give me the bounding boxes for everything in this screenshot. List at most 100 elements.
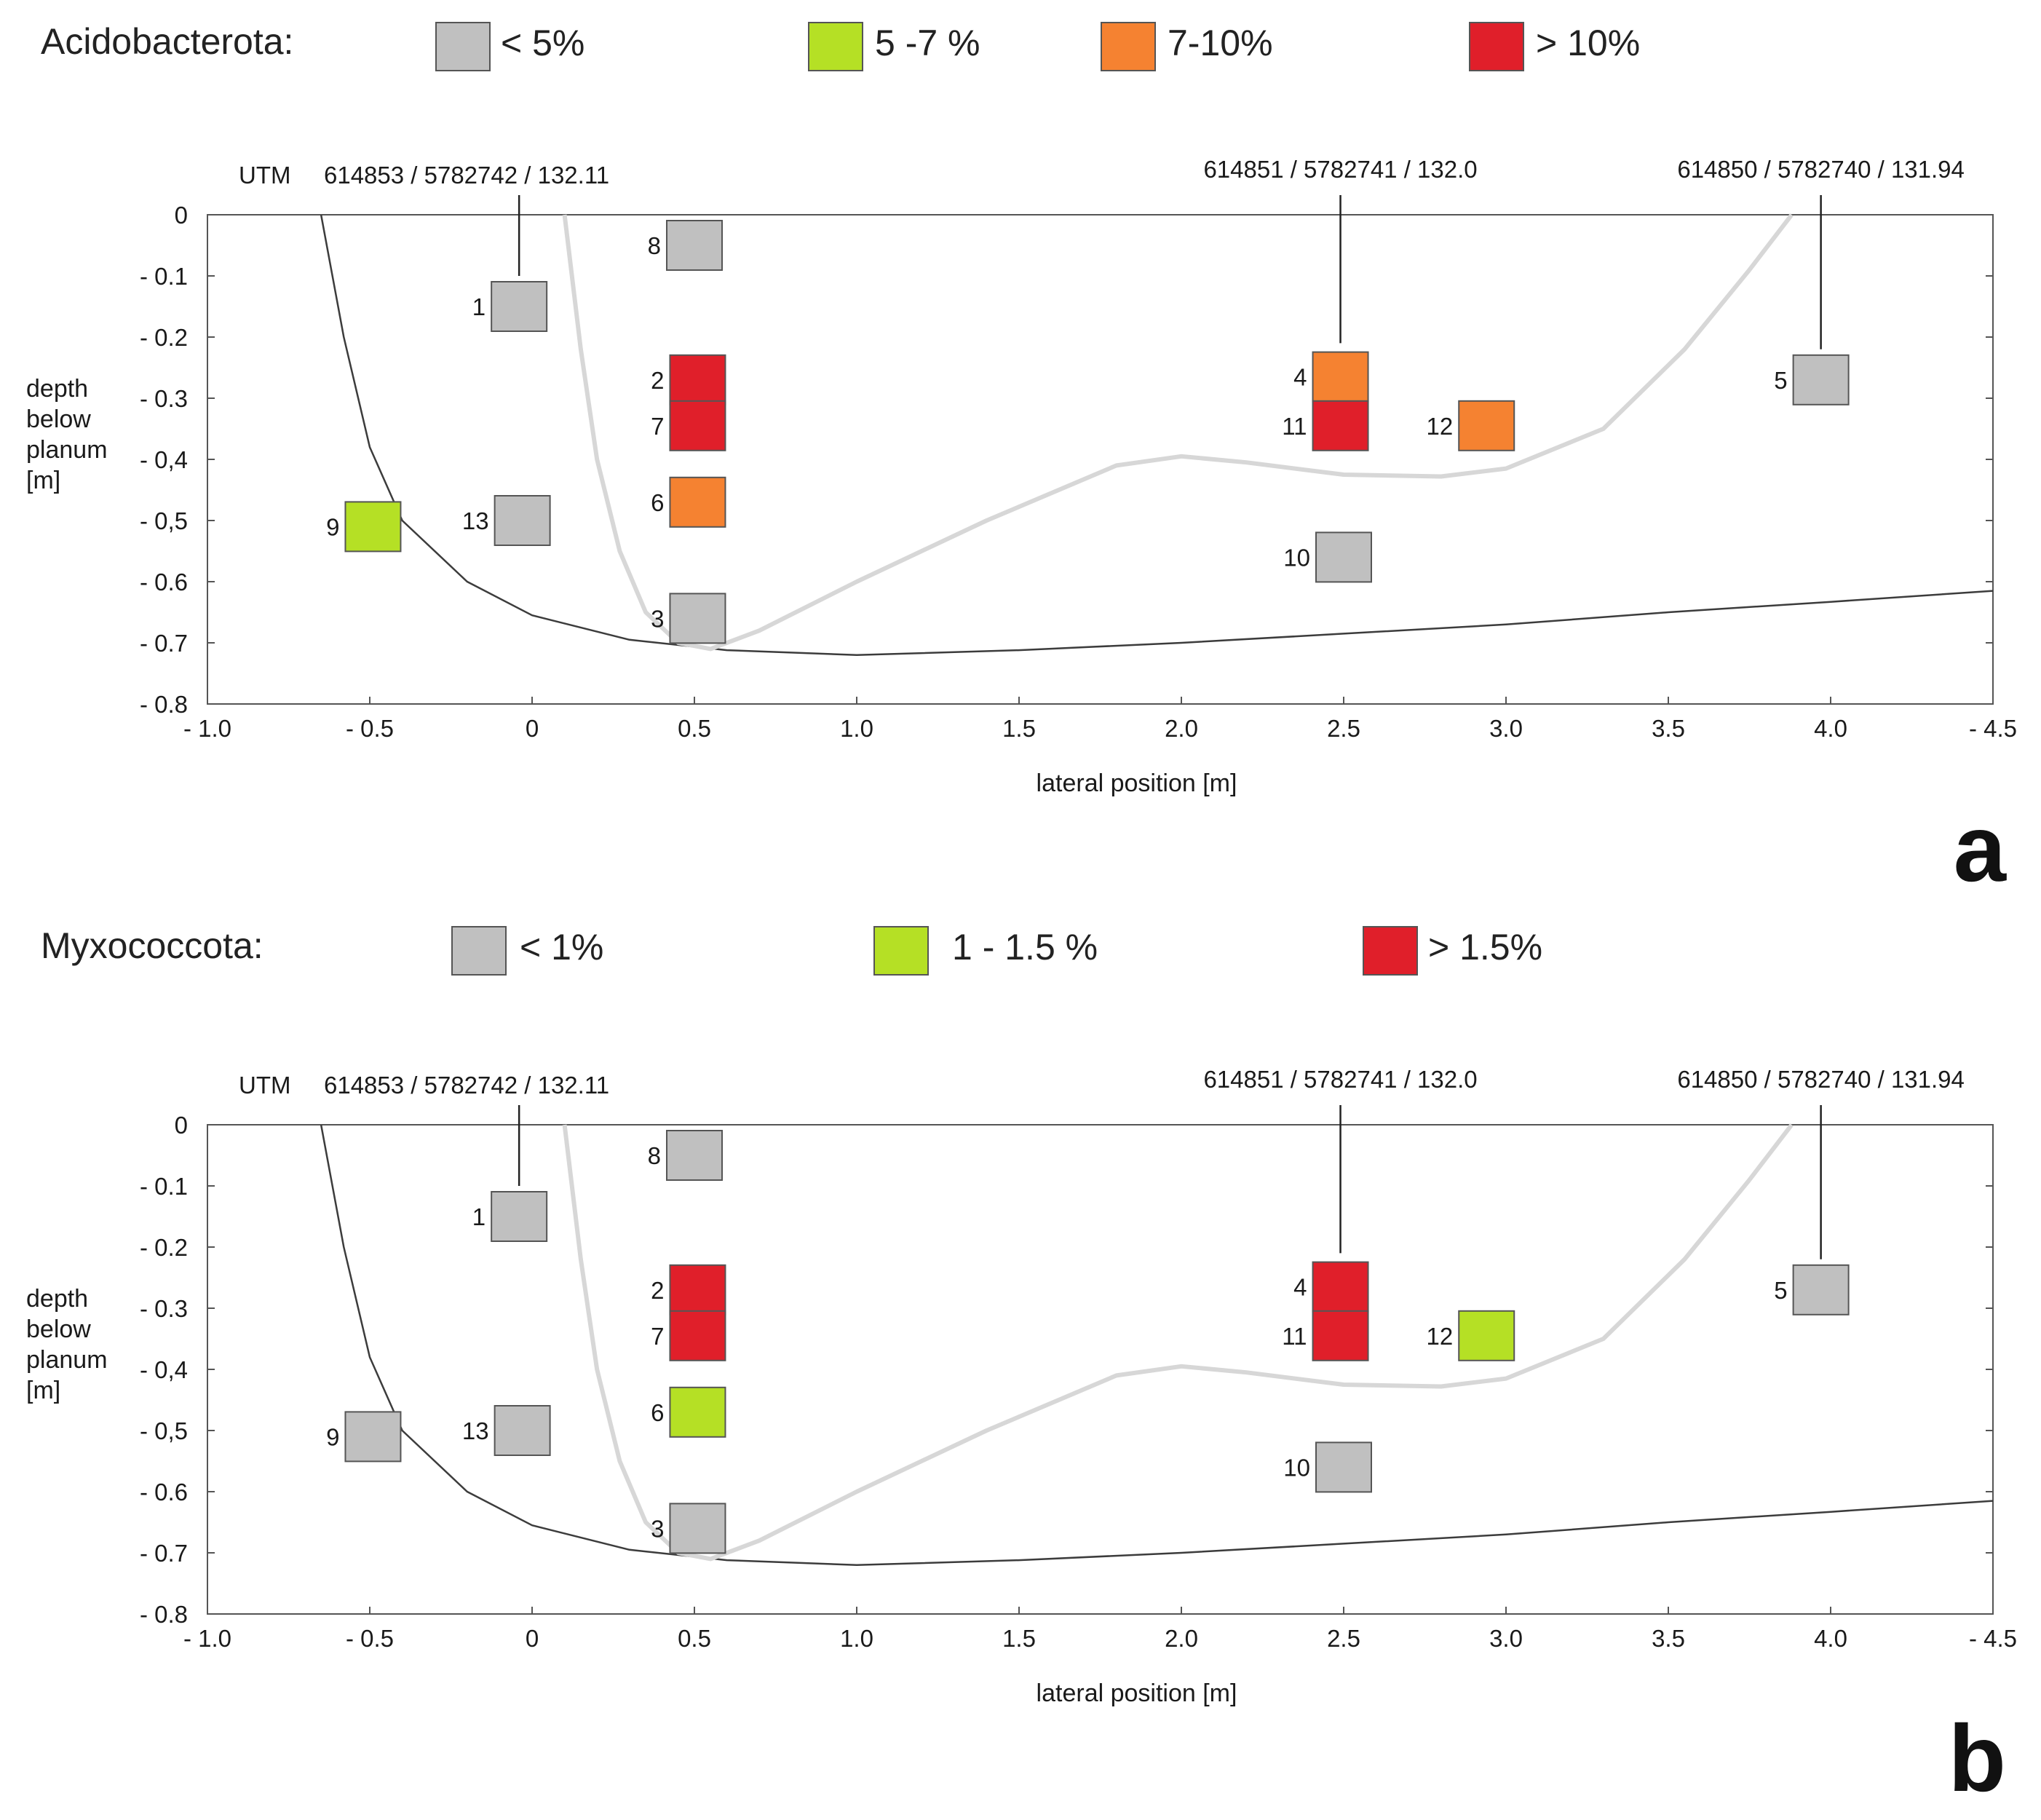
x-tick-label: 1.5 [1002, 1625, 1036, 1652]
x-tick-label: - 4.5 [1969, 1625, 2017, 1652]
sample-label-6: 6 [651, 1399, 664, 1426]
x-tick-label: 4.0 [1814, 1625, 1847, 1652]
x-tick-label: 3.5 [1652, 1625, 1685, 1652]
sample-label-13: 13 [462, 1417, 489, 1444]
sample-label-4: 4 [1293, 364, 1307, 391]
sample-label-3: 3 [651, 605, 664, 632]
utm-marker-label: 614850 / 5782740 / 131.94 [1677, 1066, 1965, 1093]
outer-boundary-curve [320, 214, 1994, 657]
x-axis-label: lateral position [m] [1037, 1679, 1237, 1707]
sample-box-12 [1458, 1310, 1515, 1361]
outer-boundary-curve [320, 1124, 1994, 1567]
sample-label-5: 5 [1774, 367, 1787, 394]
sample-label-10: 10 [1283, 1454, 1310, 1481]
sample-label-11: 11 [1282, 1323, 1307, 1350]
x-tick-label: 4.0 [1814, 715, 1847, 742]
panel-letter-a: a [1953, 795, 2006, 901]
x-tick-label: 1.5 [1002, 715, 1036, 742]
y-tick-label: - 0.7 [140, 630, 188, 657]
y-tick-label: 0 [175, 202, 188, 229]
sample-label-8: 8 [648, 232, 661, 259]
sample-box-3 [669, 1503, 726, 1554]
sample-label-4: 4 [1293, 1274, 1307, 1301]
sample-box-1 [491, 1191, 548, 1242]
sample-label-12: 12 [1427, 1323, 1454, 1350]
utm-marker-label: 614850 / 5782740 / 131.94 [1677, 156, 1965, 183]
legend-label-5-7: 5 -7 % [875, 23, 980, 63]
sample-box-7 [669, 400, 726, 451]
sample-label-8: 8 [648, 1142, 661, 1169]
y-tick-label: - 0.3 [140, 385, 188, 412]
y-axis-label: depth [26, 1285, 88, 1313]
y-axis-label: below [26, 1315, 91, 1343]
x-tick-label: 0 [526, 1625, 539, 1652]
sample-box-10 [1315, 1441, 1372, 1493]
x-tick-label: - 0.5 [346, 715, 394, 742]
sample-label-1: 1 [472, 293, 486, 320]
sample-box-9 [344, 501, 402, 553]
x-tick-label: 3.5 [1652, 715, 1685, 742]
y-tick-label: - 0.8 [140, 691, 188, 718]
sample-label-6: 6 [651, 489, 664, 516]
y-axis-label: [m] [26, 467, 60, 494]
utm-marker-label: 614851 / 5782741 / 132.0 [1203, 1066, 1477, 1093]
panel-a-acidobacterota: Acidobacterota: < 5% 5 -7 % 7-10% > 10% … [26, 21, 2017, 901]
x-tick-label: 0 [526, 715, 539, 742]
sample-box-4 [1312, 351, 1369, 403]
legend-title: Myxococcota: [41, 925, 263, 966]
legend-swatch-lt5 [435, 22, 491, 71]
chart-b: 0 - 0.1 - 0.2 - 0.3 - 0,4 - 0,5 - 0.6 - 0.7 - 0.… [26, 1066, 2017, 1707]
sample-label-7: 7 [651, 413, 664, 440]
utm-label: UTM [239, 1072, 290, 1099]
sample-box-11 [1312, 1310, 1369, 1361]
plot-frame [207, 214, 1994, 705]
sample-box-2 [669, 1264, 726, 1315]
y-tick-label: - 0,4 [140, 446, 188, 473]
x-tick-label: 3.0 [1489, 715, 1523, 742]
legend-swatch-gt10 [1469, 22, 1524, 71]
x-axis-label: lateral position [m] [1037, 769, 1237, 797]
y-tick-label: 0 [175, 1112, 188, 1139]
legend-label-gt10: > 10% [1536, 23, 1641, 63]
sample-box-1 [491, 281, 548, 332]
legend-label-gt1.5: > 1.5% [1428, 927, 1543, 968]
utm-label: UTM [239, 162, 290, 189]
y-tick-label: - 0.1 [140, 1173, 188, 1200]
x-tick-label: - 4.5 [1969, 715, 2017, 742]
x-tick-label: 1.0 [840, 1625, 873, 1652]
sample-box-12 [1458, 400, 1515, 451]
x-tick-label: - 1.0 [183, 1625, 231, 1652]
sample-box-4 [1312, 1261, 1369, 1313]
y-tick-label: - 0.6 [140, 1479, 188, 1506]
sample-box-10 [1315, 531, 1372, 583]
utm-marker-label: 614851 / 5782741 / 132.0 [1203, 156, 1477, 183]
y-axis-label: below [26, 405, 91, 433]
x-tick-label: 3.0 [1489, 1625, 1523, 1652]
y-axis-label: depth [26, 375, 88, 403]
inner-boundary-curve [562, 213, 1794, 652]
sample-label-2: 2 [651, 1277, 664, 1304]
sample-box-5 [1792, 354, 1850, 405]
sample-box-6 [669, 1386, 726, 1438]
legend-label-1-1.5: 1 - 1.5 % [952, 927, 1098, 968]
legend-label-lt1: < 1% [520, 927, 604, 968]
sample-box-9 [344, 1411, 402, 1463]
y-tick-label: - 0.2 [140, 1234, 188, 1261]
x-tick-label: - 0.5 [346, 1625, 394, 1652]
legend-swatch-7-10 [1101, 22, 1156, 71]
x-tick-label: 0.5 [678, 715, 711, 742]
panel-letter-b: b [1948, 1705, 2006, 1811]
sample-label-3: 3 [651, 1515, 664, 1542]
sample-label-5: 5 [1774, 1277, 1787, 1304]
y-axis-label: [m] [26, 1377, 60, 1404]
x-tick-label: 2.5 [1327, 715, 1360, 742]
x-tick-label: 0.5 [678, 1625, 711, 1652]
panel-b-myxococcota: Myxococcota: < 1% 1 - 1.5 % > 1.5% 0 - 0.… [0, 910, 2041, 1820]
legend-label-7-10: 7-10% [1168, 23, 1273, 63]
x-tick-label: 2.5 [1327, 1625, 1360, 1652]
legend-swatch-gt1.5 [1363, 926, 1418, 976]
x-tick-label: 2.0 [1165, 715, 1198, 742]
inner-boundary-curve [562, 1123, 1794, 1562]
legend-label-lt5: < 5% [501, 23, 585, 63]
chart-a: 0 - 0.1 - 0.2 - 0.3 - 0,4 - 0,5 - 0.6 - 0.7 - 0.… [26, 156, 2017, 797]
